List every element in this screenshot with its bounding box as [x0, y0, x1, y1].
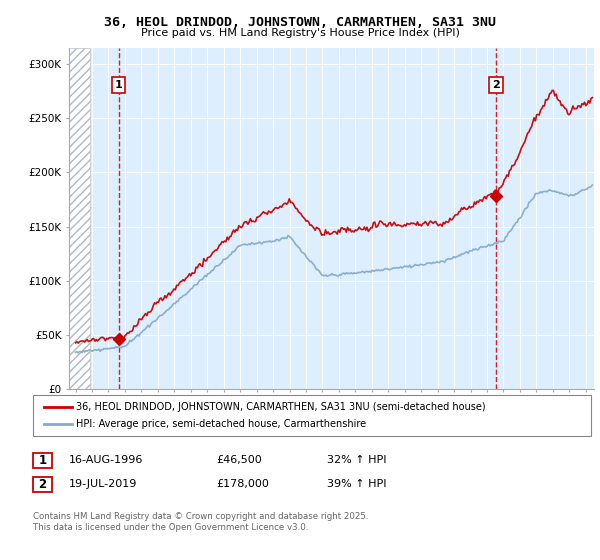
Bar	[69, 48, 89, 389]
Text: HPI: Average price, semi-detached house, Carmarthenshire: HPI: Average price, semi-detached house,…	[76, 419, 367, 430]
Text: 19-JUL-2019: 19-JUL-2019	[69, 479, 137, 489]
Text: 16-AUG-1996: 16-AUG-1996	[69, 455, 143, 465]
Text: 2: 2	[492, 80, 500, 90]
Text: £46,500: £46,500	[216, 455, 262, 465]
Text: 32% ↑ HPI: 32% ↑ HPI	[327, 455, 386, 465]
Text: Price paid vs. HM Land Registry's House Price Index (HPI): Price paid vs. HM Land Registry's House …	[140, 28, 460, 38]
Text: 1: 1	[38, 454, 47, 467]
Text: 39% ↑ HPI: 39% ↑ HPI	[327, 479, 386, 489]
Text: 36, HEOL DRINDOD, JOHNSTOWN, CARMARTHEN, SA31 3NU (semi-detached house): 36, HEOL DRINDOD, JOHNSTOWN, CARMARTHEN,…	[76, 402, 486, 412]
Text: 36, HEOL DRINDOD, JOHNSTOWN, CARMARTHEN, SA31 3NU: 36, HEOL DRINDOD, JOHNSTOWN, CARMARTHEN,…	[104, 16, 496, 29]
Text: £178,000: £178,000	[216, 479, 269, 489]
Text: Contains HM Land Registry data © Crown copyright and database right 2025.
This d: Contains HM Land Registry data © Crown c…	[33, 512, 368, 532]
Text: 1: 1	[115, 80, 122, 90]
Text: 2: 2	[38, 478, 47, 491]
